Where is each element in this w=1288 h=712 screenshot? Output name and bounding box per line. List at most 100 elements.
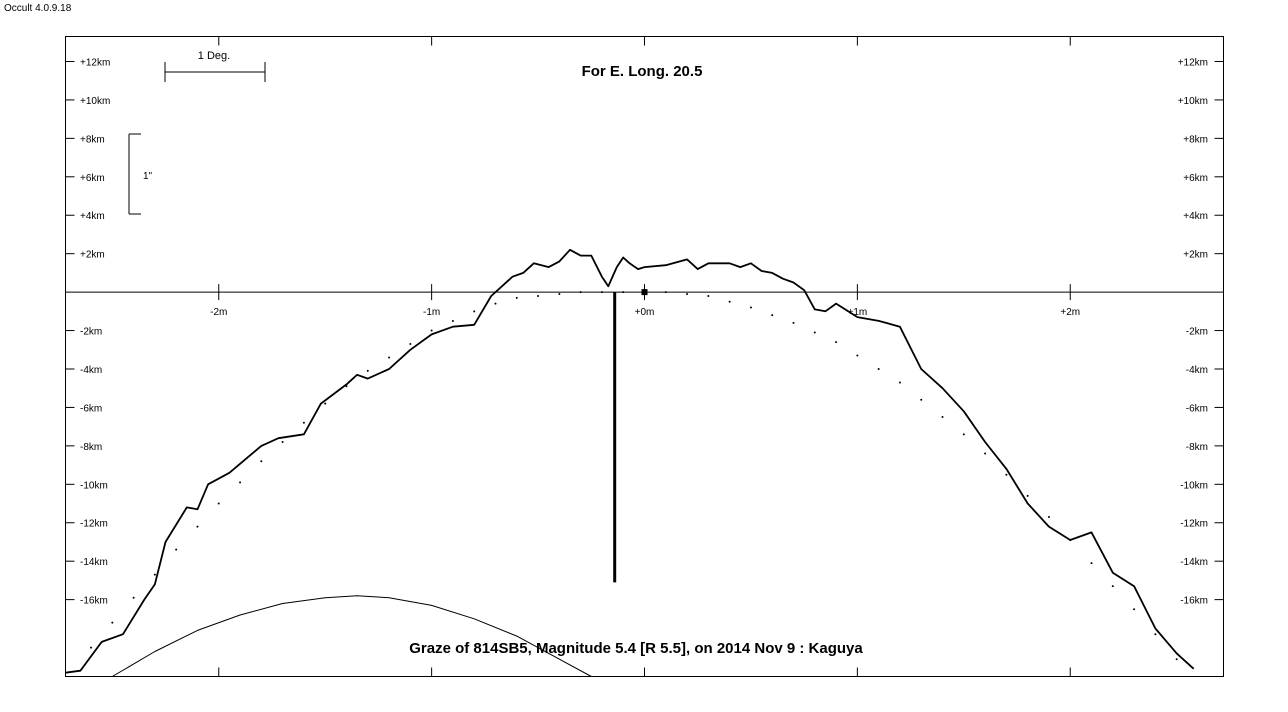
y-tick-label-left: +4km xyxy=(80,211,105,222)
limb-dot xyxy=(898,381,901,384)
limb-dot xyxy=(1154,633,1157,636)
limb-dot xyxy=(239,481,242,484)
limb-dot xyxy=(707,294,710,297)
y-tick-label-right: +10km xyxy=(1178,96,1208,107)
y-tick-label-left: +12km xyxy=(80,57,110,68)
y-tick-label-left: -4km xyxy=(80,365,102,376)
limb-dot xyxy=(302,421,305,424)
limb-dot xyxy=(771,314,774,317)
degree-scale-label: 1 Deg. xyxy=(198,50,230,62)
limb-dot xyxy=(515,296,518,299)
y-tick-label-right: -6km xyxy=(1186,403,1208,414)
limb-dot xyxy=(962,433,965,436)
y-tick-label-right: -10km xyxy=(1180,480,1208,491)
y-tick-label-right: -12km xyxy=(1180,519,1208,530)
y-tick-label-right: -4km xyxy=(1186,365,1208,376)
limb-dot xyxy=(366,369,369,372)
limb-dot xyxy=(1069,539,1072,542)
limb-dot xyxy=(217,502,220,505)
limb-dot xyxy=(686,293,689,296)
limb-dot xyxy=(473,310,476,313)
series-layer xyxy=(65,248,1195,677)
limb-dot xyxy=(1005,473,1008,476)
limb-dot xyxy=(260,460,263,463)
limb-dot xyxy=(813,331,816,334)
degree-scale-bar: 1 Deg. xyxy=(164,50,266,82)
y-tick-label-left: -14km xyxy=(80,557,108,568)
limb-dot xyxy=(664,291,667,294)
y-tick-label-right: +8km xyxy=(1183,134,1208,145)
y-axis: +12km +12km +10km +10km +8km +8km +6km +6km +4km… xyxy=(65,57,1224,607)
limb-dot xyxy=(175,548,178,551)
y-tick-label-left: -8km xyxy=(80,442,102,453)
plot-frame xyxy=(65,36,1224,677)
limb-dot xyxy=(792,321,795,324)
y-tick-label-left: -10km xyxy=(80,480,108,491)
limb-dot xyxy=(1047,515,1050,518)
limb-dot xyxy=(1026,494,1029,497)
chart-title: For E. Long. 20.5 xyxy=(582,63,703,80)
limb-dot xyxy=(281,441,284,444)
limb-dot xyxy=(451,319,454,322)
limb-dot xyxy=(1090,562,1093,565)
limb-dot xyxy=(324,402,327,405)
limb-dot xyxy=(430,329,433,332)
limb-dot xyxy=(388,356,391,359)
limb-dot xyxy=(132,596,135,599)
limb-dot xyxy=(728,300,731,303)
x-tick-label: -1m xyxy=(423,307,440,318)
y-tick-label-left: +2km xyxy=(80,250,105,261)
limb-dot xyxy=(1133,608,1136,611)
y-tick-label-left: +6km xyxy=(80,173,105,184)
y-tick-label-right: +12km xyxy=(1178,57,1208,68)
chart-caption: Graze of 814SB5, Magnitude 5.4 [R 5.5], … xyxy=(409,640,863,657)
limb-dot xyxy=(579,291,582,294)
limb-dot xyxy=(1111,585,1114,588)
y-tick-label-left: -6km xyxy=(80,403,102,414)
limb-dot xyxy=(537,294,540,297)
y-tick-label-left: -2km xyxy=(80,327,102,338)
limb-dot xyxy=(984,452,987,455)
star-path-arc xyxy=(112,595,592,677)
y-tick-label-left: -16km xyxy=(80,596,108,607)
limb-dot xyxy=(622,291,625,294)
y-tick-label-right: -8km xyxy=(1186,442,1208,453)
x-axis: -2m -1m +0m +1m +2m xyxy=(65,36,1224,677)
arcsec-scale-bar: 1" xyxy=(128,133,153,215)
y-tick-label-right: +4km xyxy=(1183,211,1208,222)
y-tick-label-left: +8km xyxy=(80,134,105,145)
limb-dot xyxy=(409,343,412,346)
limb-dot xyxy=(920,398,923,401)
limb-dot xyxy=(558,293,561,296)
limb-dot xyxy=(856,354,859,357)
x-tick-label: +1m xyxy=(848,307,868,318)
limb-dot xyxy=(90,646,93,649)
limb-dot xyxy=(196,525,199,528)
limb-prediction-dots xyxy=(90,291,1178,661)
y-tick-label-right: -2km xyxy=(1186,327,1208,338)
arcsec-scale-label: 1" xyxy=(143,171,153,182)
limb-dot xyxy=(600,291,603,294)
limb-dot xyxy=(941,416,944,419)
y-tick-label-left: -12km xyxy=(80,519,108,530)
limb-dot xyxy=(111,621,114,624)
limb-dot xyxy=(835,341,838,344)
x-tick-label: +0m xyxy=(635,307,655,318)
limb-dot xyxy=(749,306,752,309)
y-tick-label-right: -16km xyxy=(1180,596,1208,607)
limb-dot xyxy=(494,302,497,305)
limb-dot xyxy=(153,573,156,576)
lunar-limb-profile xyxy=(65,248,1195,674)
limb-dot xyxy=(1175,658,1178,661)
y-tick-label-left: +10km xyxy=(80,96,110,107)
app-title: Occult 4.0.9.18 xyxy=(4,3,72,14)
limb-dot xyxy=(877,367,880,370)
marker-layer xyxy=(613,289,648,583)
y-tick-label-right: +2km xyxy=(1183,250,1208,261)
y-tick-label-right: -14km xyxy=(1180,557,1208,568)
limb-dot xyxy=(345,385,348,388)
x-tick-label: +2m xyxy=(1060,307,1080,318)
center-marker xyxy=(641,289,648,296)
x-tick-label: -2m xyxy=(210,307,227,318)
